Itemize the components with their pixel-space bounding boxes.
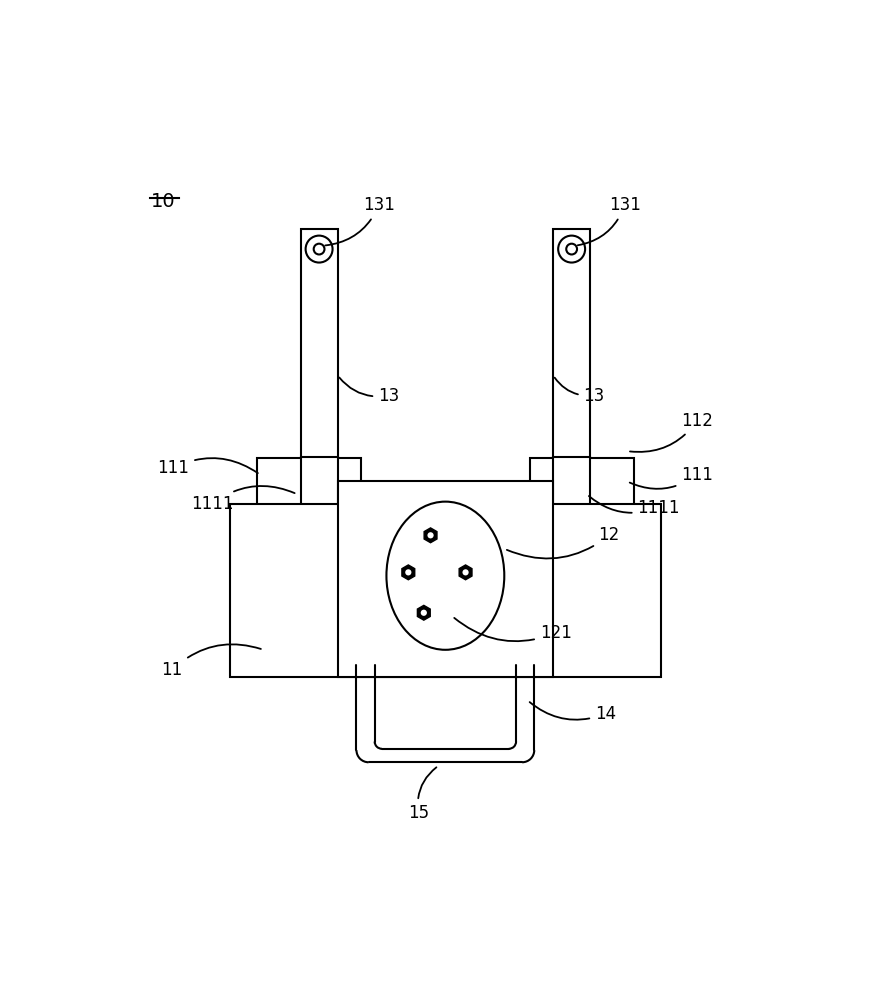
Polygon shape [417, 605, 430, 620]
Text: 131: 131 [325, 196, 395, 245]
Bar [301, 457, 338, 532]
Text: 111: 111 [157, 458, 258, 477]
Polygon shape [424, 528, 437, 543]
Polygon shape [459, 565, 472, 580]
Bar [257, 458, 362, 505]
Text: 13: 13 [554, 378, 605, 405]
Circle shape [462, 569, 468, 575]
Text: 121: 121 [454, 618, 572, 642]
Text: 112: 112 [630, 412, 713, 452]
Text: 131: 131 [578, 196, 640, 245]
Text: 1111: 1111 [589, 496, 680, 517]
Circle shape [421, 610, 427, 616]
Text: 14: 14 [530, 702, 616, 723]
Circle shape [405, 569, 411, 575]
Text: 111: 111 [630, 466, 713, 489]
Circle shape [306, 236, 333, 263]
Bar [554, 229, 590, 481]
Bar [529, 458, 634, 505]
Text: 13: 13 [339, 378, 399, 405]
Circle shape [558, 236, 585, 263]
Bar [554, 457, 590, 532]
Bar [301, 229, 338, 481]
Bar [229, 504, 660, 677]
Text: 15: 15 [408, 767, 436, 822]
Bar [337, 481, 554, 677]
Text: 12: 12 [507, 526, 620, 558]
Text: 10: 10 [150, 192, 175, 211]
Text: 1111: 1111 [190, 486, 295, 513]
Circle shape [428, 532, 434, 538]
Polygon shape [401, 565, 415, 580]
Text: 11: 11 [162, 644, 261, 679]
